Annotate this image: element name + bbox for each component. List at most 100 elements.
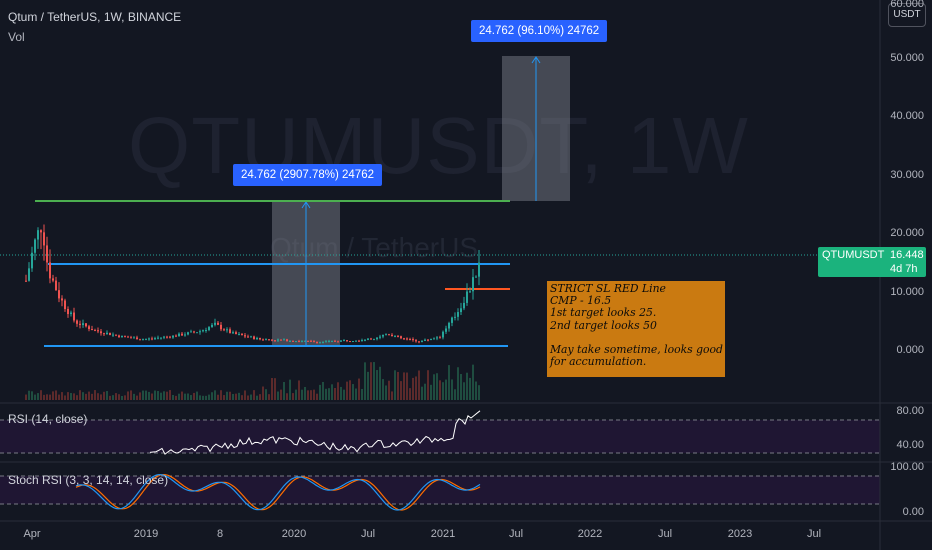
volume-bar <box>307 390 309 400</box>
candle-body <box>373 339 375 341</box>
rsi-label[interactable]: RSI (14, close) <box>8 412 88 426</box>
candle-body <box>397 335 399 337</box>
candle-body <box>433 338 435 340</box>
candle-body <box>271 339 273 341</box>
time-tick: 2022 <box>577 528 603 540</box>
candle-body <box>346 340 348 342</box>
price-tick: 20.000 <box>890 227 924 239</box>
volume-bar <box>46 394 48 400</box>
candle-body <box>25 280 27 282</box>
price-tick: 0.000 <box>896 344 924 356</box>
volume-bar <box>475 381 477 400</box>
text-note[interactable]: STRICT SL RED Line CMP - 16.5 1st target… <box>547 281 725 377</box>
volume-bars <box>25 362 480 400</box>
volume-bar <box>373 362 375 400</box>
volume-bar <box>211 392 213 400</box>
volume-bar <box>421 386 423 400</box>
volume-bar <box>31 391 33 400</box>
volume-bar <box>181 391 183 400</box>
measure-arrowhead-2 <box>531 56 541 64</box>
candle-body <box>106 332 108 335</box>
volume-bar <box>478 385 480 400</box>
last-price-badge: QTUMUSDT 16.448 4d 7h <box>818 247 926 277</box>
volume-bar <box>145 390 147 400</box>
candle-body <box>55 280 57 291</box>
volume-bar <box>130 390 132 400</box>
candle-body <box>232 332 234 334</box>
candle-body <box>394 335 396 337</box>
volume-bar <box>358 378 360 400</box>
volume-bar <box>247 395 249 400</box>
volume-bar <box>70 393 72 400</box>
volume-bar <box>397 371 399 400</box>
volume-bar <box>376 370 378 400</box>
volume-bar <box>235 393 237 400</box>
volume-bar <box>286 393 288 400</box>
stoch-rsi-label[interactable]: Stoch RSI (3, 3, 14, 14, close) <box>8 473 169 487</box>
candle-body <box>217 322 219 325</box>
currency-button[interactable]: USDT <box>888 3 926 27</box>
volume-bar <box>448 365 450 400</box>
volume-bar <box>349 380 351 400</box>
volume-bar <box>34 394 36 400</box>
candle-body <box>52 278 54 281</box>
candle-body <box>298 341 300 343</box>
volume-bar <box>115 393 117 400</box>
candle-body <box>58 290 60 299</box>
candle-body <box>172 335 174 338</box>
candle-body <box>274 340 276 342</box>
candle-body <box>157 337 159 339</box>
volume-bar <box>298 380 300 400</box>
price-tick: 50.000 <box>890 52 924 64</box>
volume-bar <box>103 391 105 400</box>
candle-body <box>361 340 363 342</box>
candle-body <box>268 339 270 341</box>
candle-body <box>241 333 243 336</box>
volume-bar <box>391 391 393 400</box>
volume-bar <box>232 393 234 400</box>
volume-label[interactable]: Vol <box>8 30 25 44</box>
candle-body <box>148 338 150 340</box>
candle-body <box>109 332 111 336</box>
candle-body <box>214 322 216 325</box>
candle-body <box>349 341 351 343</box>
candle-body <box>82 323 84 326</box>
measure-label-2[interactable]: 24.762 (96.10%) 24762 <box>471 20 608 42</box>
candle-body <box>223 329 225 331</box>
volume-bar <box>166 391 168 400</box>
volume-bar <box>91 393 93 400</box>
candle-body <box>430 339 432 341</box>
volume-bar <box>343 389 345 400</box>
note-line-5 <box>550 332 722 344</box>
volume-bar <box>325 388 327 400</box>
volume-bar <box>454 389 456 400</box>
candle-body <box>409 339 411 341</box>
candle-body <box>463 302 465 309</box>
volume-bar <box>43 394 45 400</box>
volume-bar <box>295 389 297 400</box>
volume-bar <box>238 392 240 400</box>
volume-bar <box>361 388 363 400</box>
volume-bar <box>472 364 474 400</box>
candle-body <box>103 333 105 335</box>
candle-body <box>142 339 144 341</box>
volume-bar <box>205 395 207 400</box>
candle-body <box>67 309 69 315</box>
candle-body <box>379 336 381 338</box>
candle-body <box>289 340 291 342</box>
price-tick: 30.000 <box>890 169 924 181</box>
candle-body <box>427 339 429 341</box>
price-candles[interactable] <box>25 224 480 344</box>
candle-body <box>73 312 75 321</box>
candle-body <box>151 338 153 340</box>
candle-body <box>100 331 102 334</box>
measure-label-1[interactable]: 24.762 (2907.78%) 24762 <box>233 164 382 186</box>
time-tick: Jul <box>806 528 822 540</box>
time-tick: Apr <box>23 528 41 540</box>
candle-body <box>244 335 246 337</box>
candle-body <box>46 245 48 263</box>
chart-title[interactable]: Qtum / TetherUS, 1W, BINANCE <box>8 10 182 24</box>
volume-bar <box>67 392 69 400</box>
volume-bar <box>196 391 198 400</box>
